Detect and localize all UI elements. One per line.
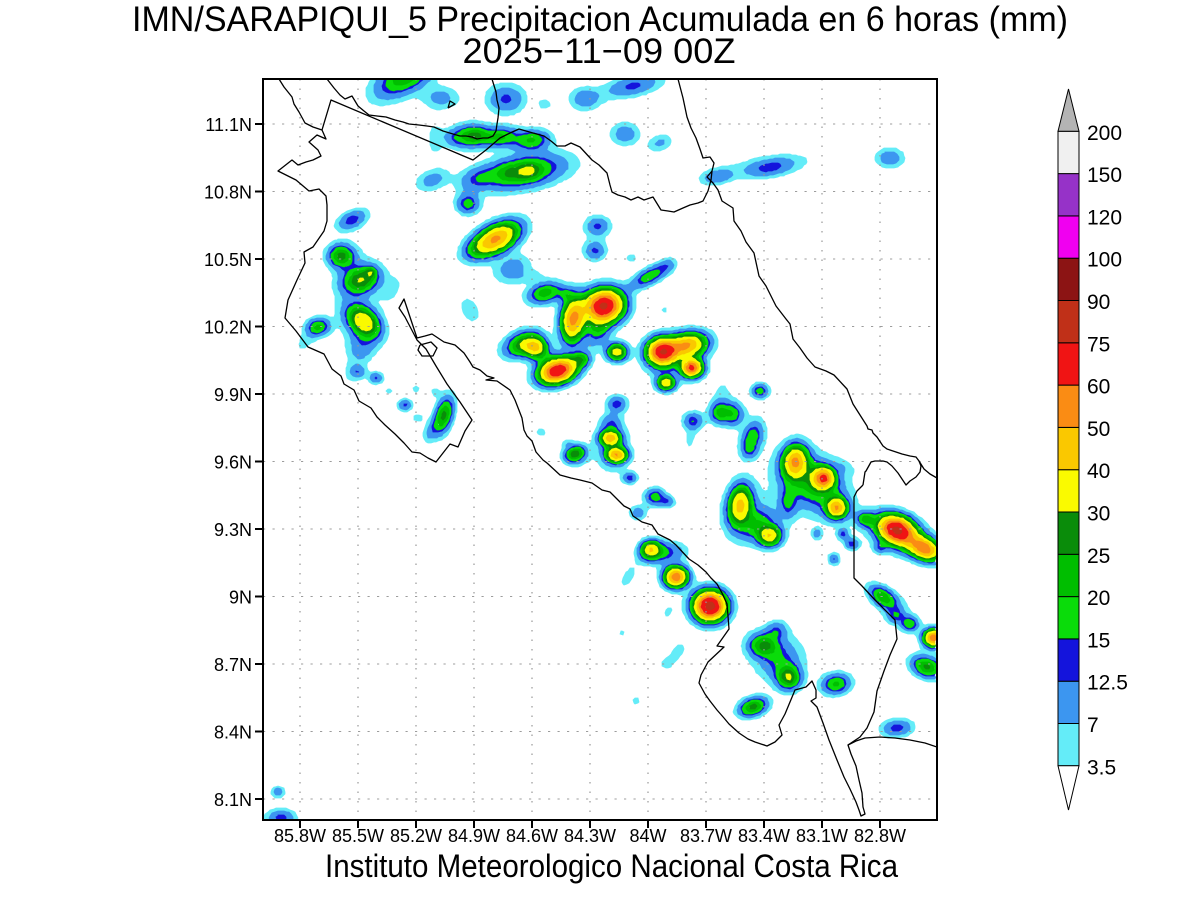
svg-text:9N: 9N <box>229 588 252 608</box>
svg-text:100: 100 <box>1087 249 1122 272</box>
svg-text:20: 20 <box>1087 587 1110 610</box>
svg-text:90: 90 <box>1087 291 1110 314</box>
svg-text:200: 200 <box>1087 122 1122 145</box>
svg-text:83.4W: 83.4W <box>738 826 790 846</box>
svg-text:9.3N: 9.3N <box>214 520 252 540</box>
svg-text:8.4N: 8.4N <box>214 723 252 743</box>
svg-text:120: 120 <box>1087 206 1122 229</box>
svg-text:83.1W: 83.1W <box>796 826 848 846</box>
svg-text:10.2N: 10.2N <box>204 318 252 338</box>
svg-text:2025−11−09 00Z: 2025−11−09 00Z <box>463 32 736 71</box>
svg-text:Instituto Meteorologico Nacion: Instituto Meteorologico Nacional Costa R… <box>325 848 898 884</box>
svg-text:IMN/SARAPIQUI_5 Precipitacion: IMN/SARAPIQUI_5 Precipitacion Acumulada … <box>132 0 1068 39</box>
svg-text:40: 40 <box>1087 460 1110 483</box>
svg-text:8.1N: 8.1N <box>214 790 252 810</box>
svg-text:84.3W: 84.3W <box>564 826 616 846</box>
svg-text:85.8W: 85.8W <box>274 826 326 846</box>
svg-text:15: 15 <box>1087 629 1110 652</box>
svg-text:10.5N: 10.5N <box>204 250 252 270</box>
svg-text:60: 60 <box>1087 376 1110 399</box>
svg-text:75: 75 <box>1087 333 1110 356</box>
svg-text:7: 7 <box>1087 714 1099 737</box>
svg-text:84W: 84W <box>629 826 666 846</box>
svg-text:9.9N: 9.9N <box>214 385 252 405</box>
svg-text:150: 150 <box>1087 164 1122 187</box>
svg-text:84.9W: 84.9W <box>448 826 500 846</box>
svg-text:12.5: 12.5 <box>1087 672 1128 695</box>
svg-text:30: 30 <box>1087 503 1110 526</box>
svg-text:83.7W: 83.7W <box>680 826 732 846</box>
svg-text:50: 50 <box>1087 418 1110 441</box>
svg-text:84.6W: 84.6W <box>506 826 558 846</box>
svg-text:85.5W: 85.5W <box>332 826 384 846</box>
svg-text:10.8N: 10.8N <box>204 183 252 203</box>
svg-text:8.7N: 8.7N <box>214 655 252 675</box>
svg-text:85.2W: 85.2W <box>390 826 442 846</box>
svg-text:11.1N: 11.1N <box>205 115 252 135</box>
svg-text:3.5: 3.5 <box>1087 756 1116 779</box>
svg-text:82.8W: 82.8W <box>854 826 906 846</box>
svg-text:9.6N: 9.6N <box>214 453 252 473</box>
svg-text:25: 25 <box>1087 545 1110 568</box>
